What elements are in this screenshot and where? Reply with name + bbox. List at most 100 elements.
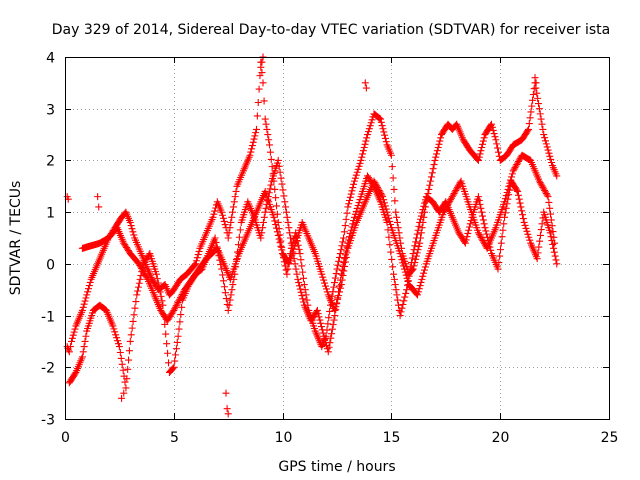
- data-point-track-b: [498, 233, 506, 241]
- data-point-track-b: [464, 229, 472, 237]
- data-point-outliers: [362, 84, 370, 92]
- data-point-track-b: [397, 308, 405, 316]
- data-point-track-a: [437, 134, 445, 142]
- data-point-track-c: [136, 261, 144, 269]
- data-point-track-b: [235, 233, 243, 241]
- data-point-track-c: [334, 295, 342, 303]
- data-point-track-a: [82, 294, 90, 302]
- data-point-track-c: [290, 245, 298, 253]
- data-point-track-c: [284, 259, 292, 267]
- data-point-track-a: [365, 125, 373, 133]
- data-point-track-c: [339, 271, 347, 279]
- data-point-track-b: [514, 187, 522, 195]
- data-point-track-a: [246, 151, 254, 159]
- data-point-track-a: [382, 138, 390, 146]
- data-point-track-b: [157, 292, 165, 300]
- data-point-track-b: [128, 324, 136, 332]
- data-point-track-a: [258, 69, 266, 77]
- data-point-track-b: [475, 197, 483, 205]
- data-point-track-b: [466, 220, 474, 228]
- tick-layer: 0 5 10 15 20 25 -3 -2 -1 0 1 2 3 4: [41, 51, 618, 447]
- data-point-track-a: [301, 286, 309, 294]
- data-point-track-c: [373, 183, 381, 191]
- data-point-track-c: [173, 300, 181, 308]
- data-point-track-a: [263, 125, 271, 133]
- data-point-track-b: [502, 204, 510, 212]
- y-tick-label: 1: [46, 206, 55, 222]
- data-point-track-a: [266, 141, 274, 149]
- data-point-track-c: [289, 248, 297, 256]
- data-point-track-a: [130, 231, 138, 239]
- data-point-track-c: [420, 269, 428, 277]
- data-point-track-b: [119, 366, 127, 374]
- data-point-track-c: [171, 305, 179, 313]
- data-point-track-b: [396, 312, 404, 320]
- data-point-track-c: [510, 165, 518, 173]
- data-point-track-b: [172, 345, 180, 353]
- data-point-track-b: [420, 202, 428, 210]
- data-point-track-a: [230, 198, 238, 206]
- data-point-track-b: [259, 224, 267, 232]
- data-point-track-a: [300, 281, 308, 289]
- data-point-track-a: [70, 328, 78, 336]
- data-point-track-a: [251, 132, 259, 140]
- data-point-track-b: [419, 206, 427, 214]
- data-point-track-c: [444, 200, 452, 208]
- data-point-track-b: [553, 260, 561, 268]
- data-point-outliers: [532, 79, 540, 87]
- data-point-track-b: [121, 378, 129, 386]
- data-point-track-c: [372, 180, 380, 188]
- data-point-track-b: [407, 263, 415, 271]
- data-point-track-a: [533, 89, 541, 97]
- data-point-track-a: [547, 155, 555, 163]
- data-point-track-b: [460, 238, 468, 246]
- data-point-track-b: [388, 255, 396, 263]
- data-point-track-a: [430, 161, 438, 169]
- data-point-track-b: [320, 332, 328, 340]
- data-point-track-a: [80, 300, 88, 308]
- data-point-track-a: [191, 261, 199, 269]
- data-point-track-a: [427, 177, 435, 185]
- data-point-track-c: [415, 285, 423, 293]
- data-point-track-c: [478, 235, 486, 243]
- data-point-track-a: [366, 122, 374, 130]
- data-point-track-b: [114, 340, 122, 348]
- data-point-track-c: [537, 180, 545, 188]
- data-point-track-c: [380, 199, 388, 207]
- data-point-track-c: [446, 197, 454, 205]
- data-point-track-c: [538, 182, 546, 190]
- data-point-track-a: [379, 125, 387, 133]
- data-point-track-a: [284, 265, 292, 273]
- data-point-track-b: [118, 360, 126, 368]
- data-point-track-a: [376, 114, 384, 122]
- data-point-track-a: [129, 228, 137, 236]
- data-point-track-b: [312, 308, 320, 316]
- data-point-track-b: [394, 301, 402, 309]
- data-point-track-c: [549, 228, 557, 236]
- data-point-track-a: [85, 282, 93, 290]
- data-point-track-b: [78, 353, 86, 361]
- data-point-track-a: [221, 221, 229, 229]
- data-point-track-b: [171, 357, 179, 365]
- data-point-track-c: [139, 268, 147, 276]
- data-point-track-a: [346, 197, 354, 205]
- data-point-track-b: [411, 242, 419, 250]
- data-point-track-a: [266, 148, 274, 156]
- data-point-track-c: [541, 188, 549, 196]
- plot-frame: [65, 57, 610, 420]
- data-point-outliers: [361, 79, 369, 87]
- data-point-track-c: [322, 285, 330, 293]
- data-point-track-b: [265, 189, 273, 197]
- data-point-track-a: [342, 215, 350, 223]
- data-point-track-a: [345, 200, 353, 208]
- data-point-track-a: [534, 100, 542, 108]
- data-point-track-b: [391, 281, 399, 289]
- data-point-track-c: [286, 257, 294, 265]
- data-point-track-a: [341, 222, 349, 230]
- y-tick-label: 3: [46, 103, 55, 119]
- data-point-track-c: [541, 186, 549, 194]
- data-point-track-c: [547, 216, 555, 224]
- data-point-track-b: [318, 326, 326, 334]
- y-tick-label: -2: [41, 361, 55, 377]
- data-point-track-b: [355, 199, 363, 207]
